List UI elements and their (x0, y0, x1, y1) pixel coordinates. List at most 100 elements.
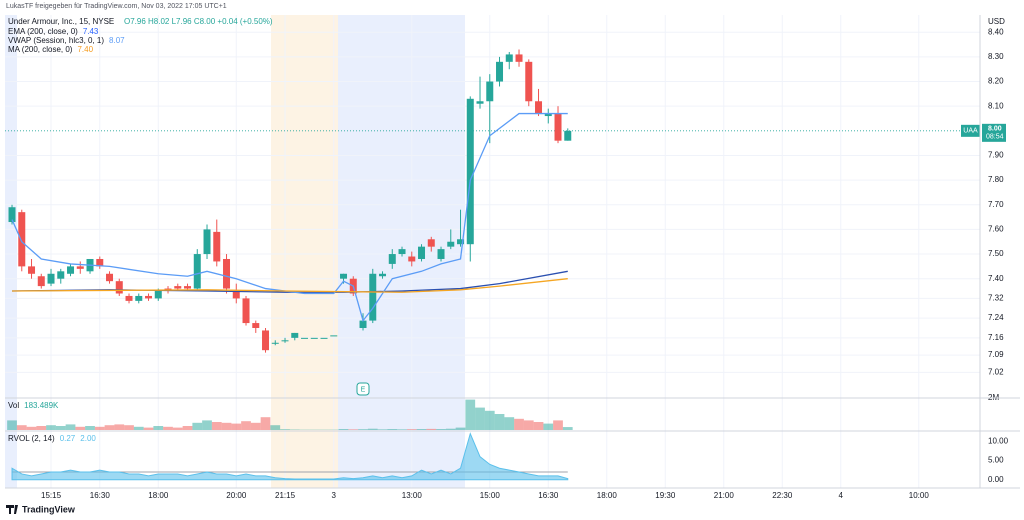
candle-body (106, 273, 114, 282)
x-tick-label: 21:00 (714, 491, 735, 500)
y-tick-label: 7.80 (988, 175, 1004, 184)
legend-value: 7.43 (83, 27, 99, 36)
volume-bar (202, 420, 212, 430)
candle-body (388, 254, 396, 264)
volume-bar (182, 426, 193, 430)
volume-bar (426, 428, 437, 430)
volume-bar (114, 424, 125, 430)
y-tick-label: 7.60 (988, 225, 1004, 234)
volume-bar (533, 422, 544, 430)
volume-bar (75, 426, 86, 430)
legend-name: EMA (200, close, 0) (8, 27, 78, 36)
candle-body (67, 266, 75, 274)
volume-bar (104, 425, 115, 430)
candle-body (242, 298, 250, 324)
candle-body (398, 249, 406, 255)
rvol-area (11, 432, 569, 481)
legend-value: 8.07 (109, 36, 125, 45)
x-tick-label: 13:00 (402, 491, 423, 500)
volume-bar (163, 426, 173, 430)
volume-bar (231, 423, 242, 430)
x-tick-label: 18:00 (597, 491, 618, 500)
legend-name: Vol (8, 401, 19, 410)
y-tick-label: 7.40 (988, 274, 1004, 283)
earnings-label[interactable]: E (361, 386, 366, 393)
price-tag-price: 8.00 (988, 126, 1002, 133)
grid (5, 15, 980, 488)
volume-bar (85, 426, 95, 430)
x-tick-label: 16:30 (538, 491, 559, 500)
candle-body (418, 246, 426, 259)
volume-bar (26, 426, 37, 430)
logo-icon (6, 505, 18, 514)
volume-bar (211, 422, 222, 430)
y-tick-label: 8.30 (988, 52, 1004, 61)
y-tick-label: 8.20 (988, 77, 1004, 86)
candle-body (18, 212, 26, 267)
volume-bar (475, 407, 485, 430)
currency: USD (988, 17, 1005, 26)
candle-body (301, 337, 309, 339)
price-tag (982, 123, 1006, 142)
volume-bar (221, 422, 232, 430)
y-tick-label: 8.40 (988, 27, 1004, 36)
candle-body (466, 98, 474, 245)
x-tick-label: 19:30 (655, 491, 676, 500)
candle-body (340, 273, 348, 279)
candle-body (515, 54, 523, 62)
y-tick-label: 5.00 (988, 456, 1004, 465)
volume-bar (192, 422, 203, 430)
volume-bar (36, 426, 47, 430)
volume-bar (494, 414, 505, 430)
candle-body (291, 332, 299, 338)
x-tick-label: 20:00 (226, 491, 247, 500)
y-tick-label: 7.70 (988, 200, 1004, 209)
candle-body (8, 207, 16, 223)
y-tick-label: 7.02 (988, 367, 1004, 376)
candle-body (544, 113, 552, 117)
candle-body (96, 258, 104, 267)
candle-body (271, 342, 279, 344)
candle-body (57, 271, 65, 279)
candle-body (408, 256, 416, 262)
candle-body (174, 286, 182, 289)
candle-body (437, 249, 445, 259)
candle-body (427, 239, 435, 247)
candle-body (76, 266, 84, 269)
volume-bar (143, 427, 154, 430)
volume-bar (455, 427, 466, 430)
volume-bar (543, 423, 554, 430)
volume-bar (553, 420, 563, 430)
candle-body (564, 130, 572, 141)
candle-body (125, 295, 133, 301)
candle-body (281, 340, 289, 342)
candle-body (486, 81, 494, 102)
legend-value: 7.40 (77, 45, 93, 54)
candle-body (154, 291, 162, 299)
ohlc: O7.96 H8.02 L7.96 C8.00 +0.04 (+0.50%) (124, 17, 273, 26)
volume-bar (55, 426, 66, 430)
volume-bar (504, 417, 515, 430)
candle-body (213, 231, 221, 262)
volume-bar (133, 426, 144, 430)
footer-logo[interactable]: TradingView (22, 504, 76, 514)
volume-bar (46, 425, 56, 430)
candle-body (505, 54, 513, 62)
credit: LukasTF freigegeben für TradingView.com,… (6, 3, 227, 10)
volume-bar (445, 428, 456, 430)
volume-bar (172, 427, 183, 430)
candle-body (252, 323, 260, 328)
candle-body (28, 266, 36, 274)
volume-bar (397, 429, 407, 430)
volume-bar (280, 429, 290, 430)
candle-body (447, 241, 455, 247)
candle-body (359, 320, 367, 328)
earnings-marker[interactable] (356, 382, 370, 396)
y-tick-label: 7.09 (988, 350, 1004, 359)
candle-body (193, 254, 201, 289)
y-tick-label: 7.90 (988, 151, 1004, 160)
volume-bar (65, 424, 76, 430)
volume-bar (484, 410, 495, 430)
volume-bar (16, 425, 27, 430)
